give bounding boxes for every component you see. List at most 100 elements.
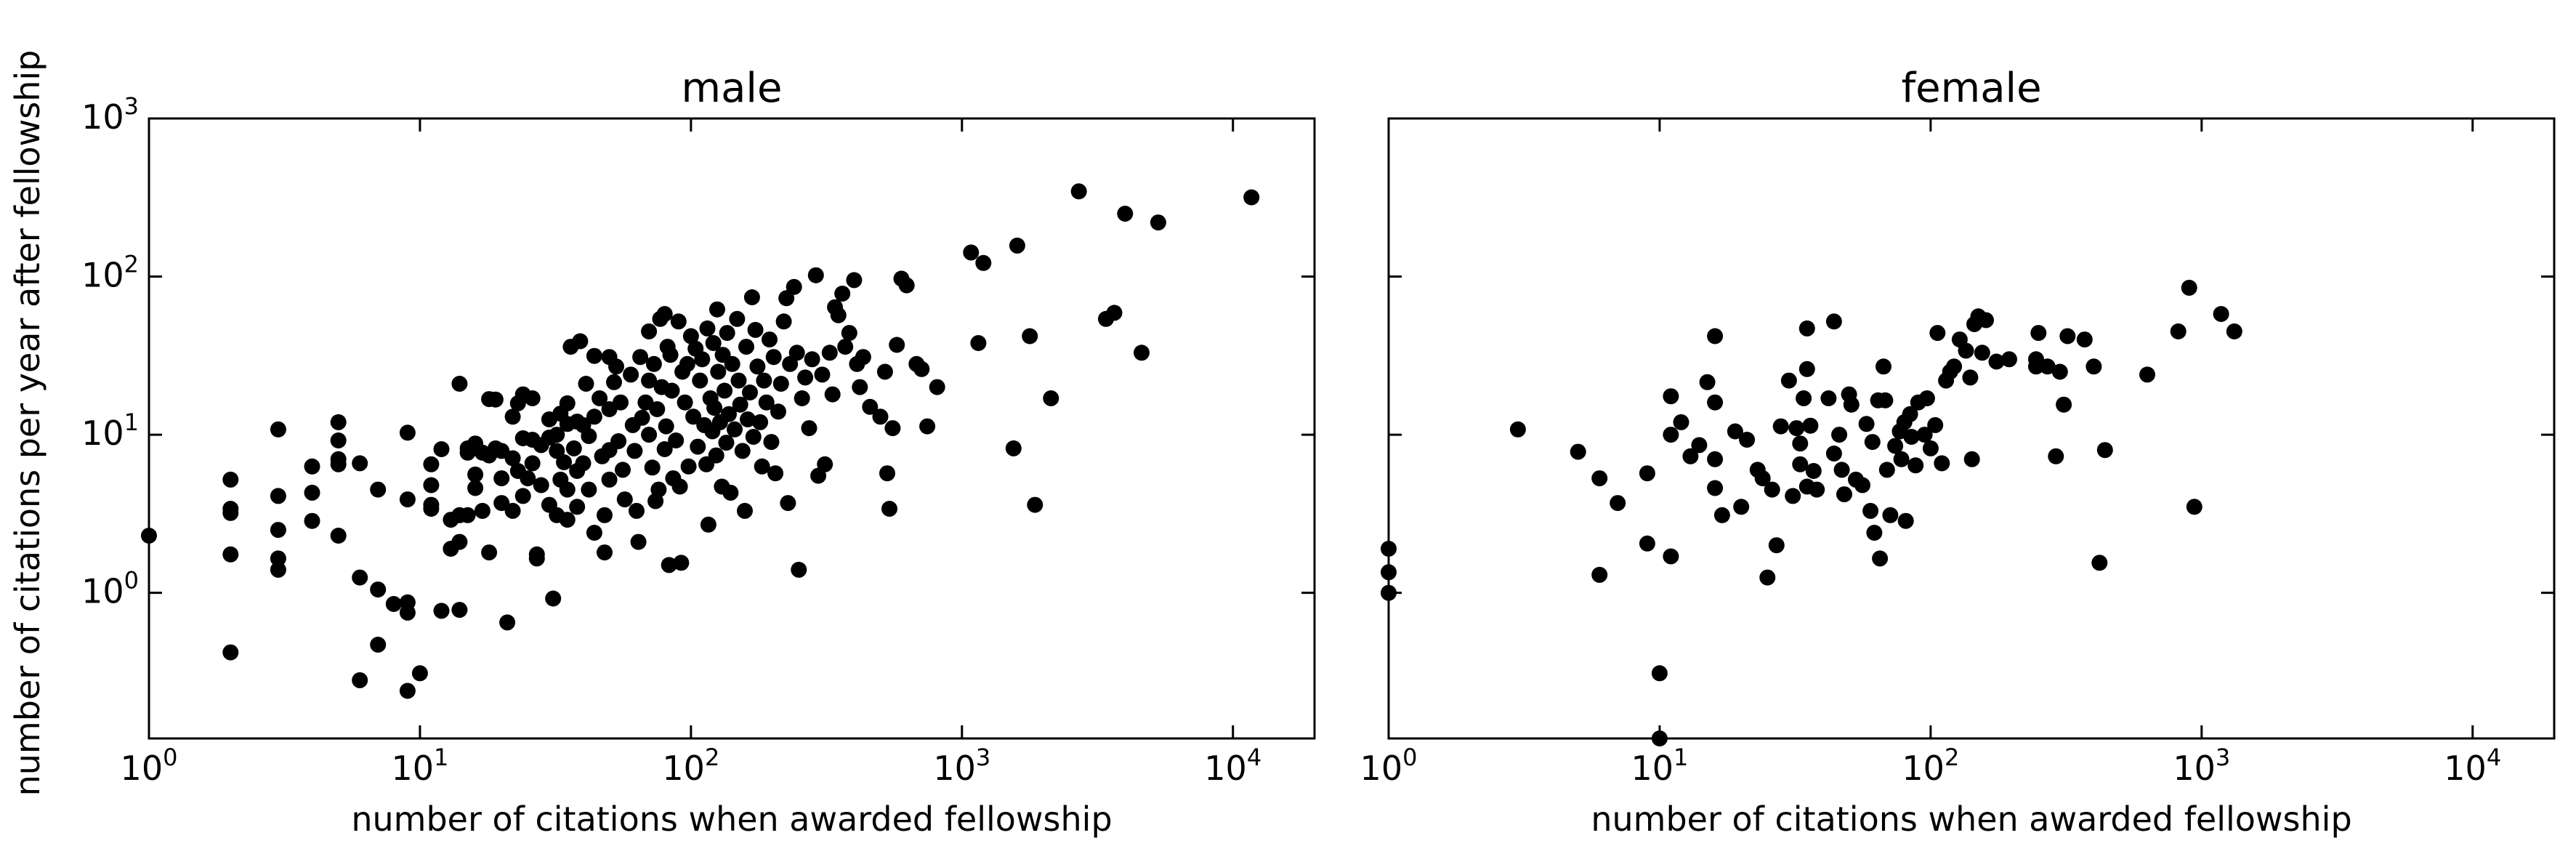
data-point-female-6	[1591, 566, 1608, 583]
data-point-female-76	[1922, 440, 1939, 456]
data-point-male-254	[1150, 214, 1166, 231]
data-point-male-102	[586, 347, 602, 364]
data-point-male-80	[545, 590, 562, 607]
data-point-male-152	[680, 458, 697, 475]
data-point-male-29	[399, 604, 416, 621]
data-point-male-126	[637, 394, 654, 411]
data-point-female-34	[1785, 488, 1801, 504]
data-point-male-89	[559, 481, 576, 498]
data-point-male-51	[474, 502, 490, 519]
data-point-male-104	[586, 525, 602, 541]
data-point-male-60	[499, 614, 516, 631]
data-point-female-79	[1934, 455, 1950, 472]
data-point-male-245	[1009, 237, 1025, 254]
data-point-male-49	[467, 480, 484, 496]
data-point-male-153	[682, 328, 699, 345]
data-point-male-146	[670, 313, 687, 330]
data-point-female-90	[1978, 312, 1994, 329]
data-point-male-72	[524, 455, 541, 472]
data-point-male-20	[352, 569, 368, 586]
data-point-male-248	[1043, 390, 1059, 406]
data-point-male-212	[804, 351, 820, 368]
data-point-male-229	[872, 408, 889, 425]
data-point-male-134	[650, 481, 667, 498]
data-point-male-4	[222, 546, 239, 563]
data-point-male-18	[330, 528, 347, 544]
data-point-male-15	[330, 432, 347, 448]
panel-male: male number of citations when awarded fe…	[81, 65, 1316, 839]
data-point-female-9	[1639, 535, 1655, 552]
data-point-female-77	[1927, 416, 1944, 433]
data-point-male-105	[591, 390, 608, 406]
data-point-male-207	[788, 345, 805, 361]
data-point-male-198	[765, 349, 782, 366]
data-point-female-69	[1897, 512, 1914, 529]
data-point-male-121	[626, 443, 643, 459]
y-axis-label: number of citations per year after fello…	[8, 50, 47, 797]
data-point-male-161	[699, 320, 716, 337]
panel-title-female: female	[1901, 65, 2041, 112]
data-point-male-92	[565, 440, 582, 456]
data-point-female-37	[1792, 456, 1809, 472]
data-point-male-87	[559, 395, 576, 411]
x-axis-label-female: number of citations when awarded fellows…	[1591, 799, 2351, 839]
data-point-male-138	[656, 441, 673, 457]
data-point-male-5	[222, 644, 239, 661]
data-point-male-231	[879, 465, 895, 482]
data-point-female-40	[1798, 360, 1815, 377]
data-point-male-23	[370, 581, 387, 598]
data-point-male-253	[1134, 345, 1150, 361]
data-point-male-158	[694, 351, 711, 368]
data-point-male-189	[745, 429, 762, 445]
data-point-male-157	[692, 372, 708, 389]
data-point-male-127	[641, 323, 658, 339]
data-point-male-167	[708, 447, 724, 464]
data-point-male-32	[423, 456, 440, 472]
data-point-female-56	[1862, 502, 1879, 519]
data-point-female-64	[1882, 507, 1899, 523]
data-point-male-199	[767, 465, 784, 482]
data-point-male-188	[743, 289, 760, 305]
data-point-male-154	[685, 408, 702, 425]
data-point-female-107	[2181, 279, 2197, 296]
data-point-female-108	[2186, 499, 2202, 515]
data-point-male-179	[727, 421, 743, 438]
data-point-female-104	[2096, 442, 2113, 459]
data-point-male-113	[606, 374, 622, 390]
data-point-female-42	[1802, 417, 1819, 434]
data-point-male-239	[919, 418, 936, 435]
data-point-male-9	[270, 550, 286, 567]
data-point-male-215	[814, 366, 831, 383]
points-female	[1381, 279, 2242, 746]
data-point-male-213	[807, 267, 824, 283]
x-axis-label-male: number of citations when awarded fellows…	[351, 799, 1112, 839]
data-point-male-252	[1117, 206, 1134, 222]
data-point-female-92	[2001, 351, 2017, 368]
data-point-male-156	[690, 438, 706, 455]
data-point-male-220	[830, 307, 847, 323]
data-point-male-24	[370, 637, 387, 653]
data-point-female-110	[2226, 323, 2242, 339]
data-point-male-196	[762, 331, 778, 348]
points-male	[141, 183, 1260, 699]
data-point-male-141	[661, 557, 677, 573]
data-point-male-176	[721, 406, 737, 422]
data-point-female-15	[1673, 414, 1689, 430]
data-point-female-26	[1739, 432, 1756, 448]
data-point-male-145	[668, 432, 685, 448]
data-point-female-47	[1825, 313, 1842, 330]
data-point-male-202	[775, 313, 792, 330]
data-point-male-217	[821, 345, 838, 361]
data-point-male-11	[304, 458, 320, 475]
data-point-male-251	[1106, 305, 1123, 321]
data-point-female-19	[1707, 328, 1724, 345]
data-point-male-222	[837, 339, 854, 355]
data-point-male-54	[481, 544, 498, 561]
data-point-male-174	[718, 435, 735, 451]
data-point-male-96	[572, 333, 589, 350]
data-point-female-85	[1962, 369, 1979, 386]
data-point-male-129	[641, 427, 658, 443]
data-point-male-238	[913, 360, 930, 377]
panel-title-male: male	[682, 65, 783, 112]
